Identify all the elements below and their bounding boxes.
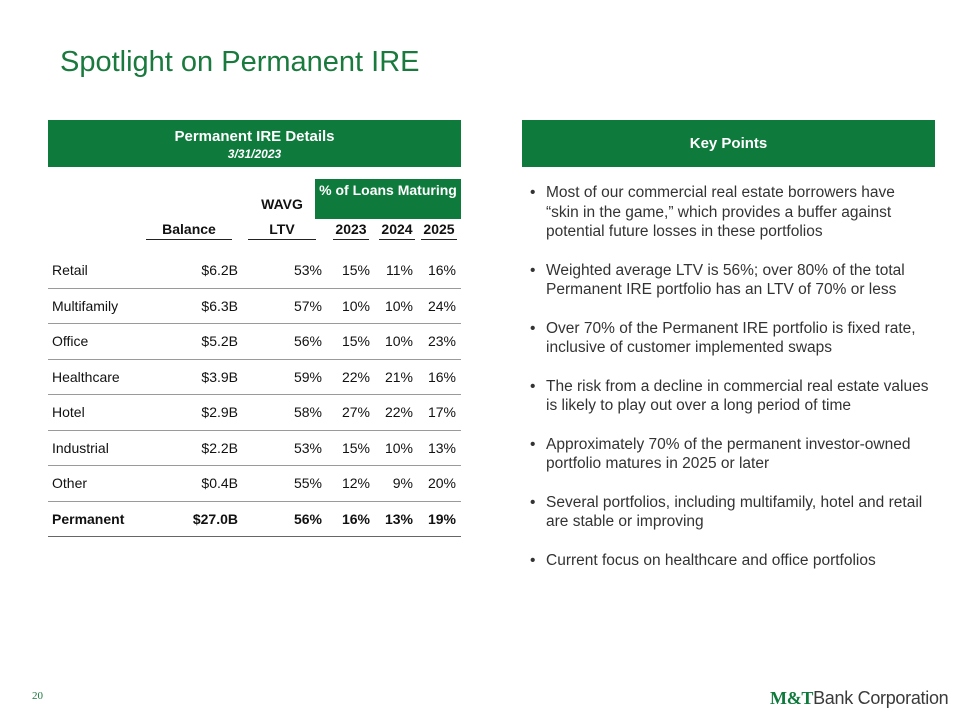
row-ltv: 57%	[293, 297, 322, 314]
loans-maturing-header: % of Loans Maturing	[315, 179, 461, 219]
row-2025: 24%	[427, 297, 456, 314]
bullet-icon: •	[530, 184, 536, 201]
key-point-text: Most of our commercial real estate borro…	[546, 184, 895, 240]
row-2023: 22%	[341, 368, 370, 385]
row-name: Healthcare	[52, 368, 120, 385]
details-header-date: 3/31/2023	[227, 147, 282, 161]
row-2023: 27%	[341, 404, 370, 421]
row-ltv: 59%	[293, 368, 322, 385]
row-ltv: 53%	[293, 439, 322, 456]
total-ltv: 56%	[293, 510, 322, 527]
row-balance: $2.2B	[201, 439, 238, 456]
list-item: • Over 70% of the Permanent IRE portfolio…	[530, 319, 930, 358]
bullet-icon: •	[530, 493, 536, 511]
key-points-header: Key Points	[522, 120, 935, 167]
row-balance: $0.4B	[201, 475, 238, 492]
details-header: Permanent IRE Details 3/31/2023	[48, 120, 461, 167]
page-number: 20	[32, 690, 43, 702]
table-total-row: Permanent $27.0B 56% 16% 13% 19%	[48, 502, 461, 537]
row-2023: 15%	[341, 439, 370, 456]
bullet-icon: •	[530, 319, 536, 337]
table-row: Office $5.2B 56% 15% 10% 23%	[48, 324, 461, 360]
row-balance: $2.9B	[201, 404, 238, 421]
row-balance: $6.3B	[201, 297, 238, 314]
list-item: • The risk from a decline in commercial r…	[530, 377, 930, 416]
row-2025: 23%	[427, 333, 456, 350]
row-2025: 20%	[427, 475, 456, 492]
table-row: Industrial $2.2B 53% 15% 10% 13%	[48, 431, 461, 466]
row-2024: 10%	[384, 333, 413, 350]
row-name: Industrial	[52, 439, 109, 456]
row-balance: $3.9B	[201, 368, 238, 385]
row-2023: 12%	[341, 475, 370, 492]
table-row: Other $0.4B 55% 12% 9% 20%	[48, 466, 461, 502]
loans-maturing-label: % of Loans Maturing	[319, 182, 457, 198]
wavg-label: WAVG	[261, 196, 303, 212]
logo-text: Bank Corporation	[813, 688, 949, 708]
row-2025: 16%	[427, 262, 456, 279]
row-2023: 15%	[341, 333, 370, 350]
total-2024: 13%	[384, 510, 413, 527]
column-header-ltv: LTV	[248, 221, 316, 240]
row-ltv: 56%	[293, 333, 322, 350]
total-name: Permanent	[52, 510, 125, 527]
column-header-balance: Balance	[146, 221, 232, 240]
bullet-icon: •	[530, 435, 536, 453]
row-name: Multifamily	[52, 297, 119, 314]
list-item: • Approximately 70% of the permanent inve…	[530, 435, 930, 474]
row-2024: 21%	[384, 368, 413, 385]
key-point-text: Several portfolios, including multifamil…	[546, 493, 923, 531]
row-ltv: 58%	[293, 404, 322, 421]
row-ltv: 53%	[293, 262, 322, 279]
key-point-text: Over 70% of the Permanent IRE portfolio …	[546, 319, 916, 357]
table-row: Retail $6.2B 53% 15% 11% 16%	[48, 253, 461, 289]
ire-details-table: Retail $6.2B 53% 15% 11% 16% Multifamily…	[48, 253, 461, 537]
list-item: • Weighted average LTV is 56%; over 80% o…	[530, 261, 930, 300]
total-2023: 16%	[341, 510, 370, 527]
logo-mt: M&T	[770, 688, 814, 708]
bullet-icon: •	[530, 377, 536, 395]
row-2025: 17%	[427, 404, 456, 421]
row-2024: 22%	[384, 404, 413, 421]
column-header-2023: 2023	[333, 221, 369, 240]
row-2024: 11%	[386, 262, 413, 279]
list-item: • Current focus on healthcare and office …	[530, 551, 930, 571]
key-point-text: Current focus on healthcare and office p…	[546, 551, 876, 569]
list-item: • Several portfolios, including multifami…	[530, 493, 930, 532]
key-points-list: • Most of our commercial real estate borr…	[530, 183, 930, 589]
key-point-text: The risk from a decline in commercial re…	[546, 377, 929, 415]
row-2024: 9%	[392, 475, 413, 492]
column-header-2024: 2024	[379, 221, 415, 240]
total-balance: $27.0B	[192, 510, 238, 527]
bullet-icon: •	[530, 551, 536, 569]
row-name: Office	[52, 333, 89, 350]
row-ltv: 55%	[293, 475, 322, 492]
company-logo: M&TBank Corporation	[770, 688, 949, 709]
row-2023: 15%	[341, 262, 370, 279]
table-row: Hotel $2.9B 58% 27% 22% 17%	[48, 395, 461, 431]
row-2025: 13%	[427, 439, 456, 456]
row-name: Hotel	[52, 404, 85, 421]
details-header-title: Permanent IRE Details	[174, 128, 335, 145]
row-2023: 10%	[341, 297, 370, 314]
row-2024: 10%	[384, 439, 413, 456]
row-balance: $6.2B	[201, 262, 238, 279]
key-points-header-title: Key Points	[689, 135, 768, 152]
list-item: • Most of our commercial real estate borr…	[530, 183, 930, 242]
row-name: Other	[52, 475, 88, 492]
row-2024: 10%	[384, 297, 413, 314]
table-row: Healthcare $3.9B 59% 22% 21% 16%	[48, 360, 461, 395]
page-title: Spotlight on Permanent IRE	[60, 46, 420, 78]
key-point-text: Weighted average LTV is 56%; over 80% of…	[546, 261, 905, 299]
key-point-text: Approximately 70% of the permanent inves…	[546, 435, 911, 473]
row-2025: 16%	[427, 368, 456, 385]
total-2025: 19%	[427, 510, 456, 527]
column-header-2025: 2025	[421, 221, 457, 240]
row-balance: $5.2B	[201, 333, 238, 350]
table-row: Multifamily $6.3B 57% 10% 10% 24%	[48, 289, 461, 324]
bullet-icon: •	[530, 261, 536, 279]
row-name: Retail	[52, 262, 88, 279]
